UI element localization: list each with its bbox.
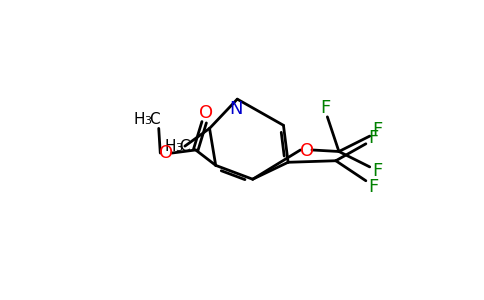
Text: O: O <box>300 142 314 160</box>
Text: N: N <box>229 100 242 118</box>
Text: 3: 3 <box>144 116 151 127</box>
Text: F: F <box>368 129 378 147</box>
Text: H: H <box>134 112 145 127</box>
Text: F: F <box>372 162 382 180</box>
Text: O: O <box>199 104 213 122</box>
Text: F: F <box>368 178 378 196</box>
Text: 3: 3 <box>175 143 182 153</box>
Text: F: F <box>321 99 331 117</box>
Text: O: O <box>159 144 173 162</box>
Text: H: H <box>164 139 176 154</box>
Text: F: F <box>372 121 382 139</box>
Text: C: C <box>149 112 159 127</box>
Text: C: C <box>180 139 190 154</box>
